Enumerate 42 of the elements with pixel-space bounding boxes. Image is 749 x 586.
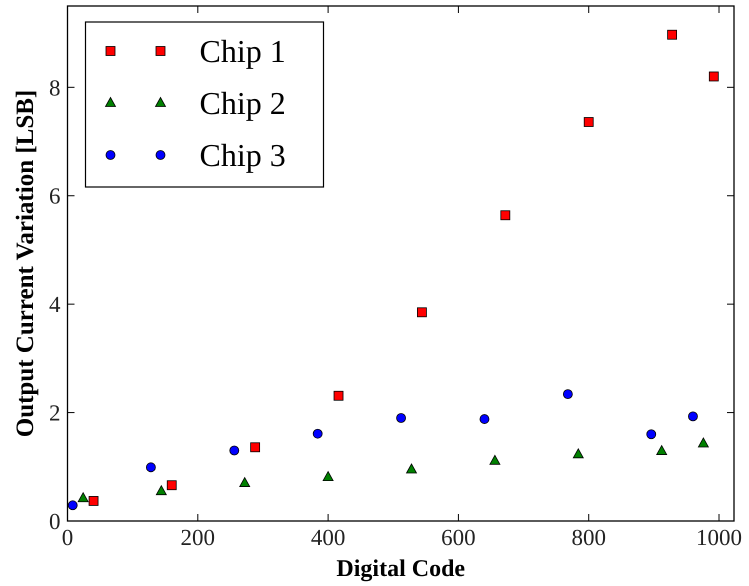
point — [572, 448, 584, 458]
point — [562, 389, 573, 400]
point — [688, 411, 698, 422]
point — [156, 485, 167, 496]
y-tick-label: 2 — [49, 400, 60, 426]
point — [396, 413, 406, 423]
point — [646, 429, 656, 440]
point — [322, 471, 334, 481]
point — [334, 390, 344, 401]
point — [698, 438, 709, 448]
point — [406, 464, 417, 474]
point — [312, 428, 323, 439]
legend-label: Chip 3 — [200, 137, 286, 173]
x-tick-label: 800 — [571, 525, 606, 550]
point — [667, 30, 678, 40]
point — [88, 496, 98, 506]
legend-label: Chip 1 — [200, 33, 286, 69]
point — [656, 445, 668, 455]
x-axis-title: Digital Code — [336, 556, 466, 582]
point — [417, 307, 427, 318]
point — [584, 117, 594, 127]
point — [166, 480, 177, 490]
point — [68, 500, 78, 510]
legend-label: Chip 2 — [200, 85, 286, 121]
y-axis-title: Output Current Variation [LSB] — [12, 90, 39, 438]
point — [708, 72, 719, 82]
point — [78, 492, 89, 502]
y-tick-label: 0 — [49, 509, 60, 534]
point — [146, 462, 156, 472]
point — [500, 210, 510, 220]
x-tick-label: 1000 — [696, 525, 742, 550]
y-tick-label: 4 — [49, 292, 61, 318]
point — [489, 454, 500, 465]
point — [250, 442, 260, 452]
x-tick-label: 200 — [180, 525, 216, 550]
x-tick-label: 400 — [310, 525, 346, 550]
x-tick-label: 600 — [441, 525, 476, 550]
point — [480, 414, 490, 424]
y-tick-label: 8 — [49, 75, 60, 100]
point — [229, 446, 240, 456]
y-tick-label: 6 — [49, 184, 60, 209]
point — [239, 477, 250, 487]
